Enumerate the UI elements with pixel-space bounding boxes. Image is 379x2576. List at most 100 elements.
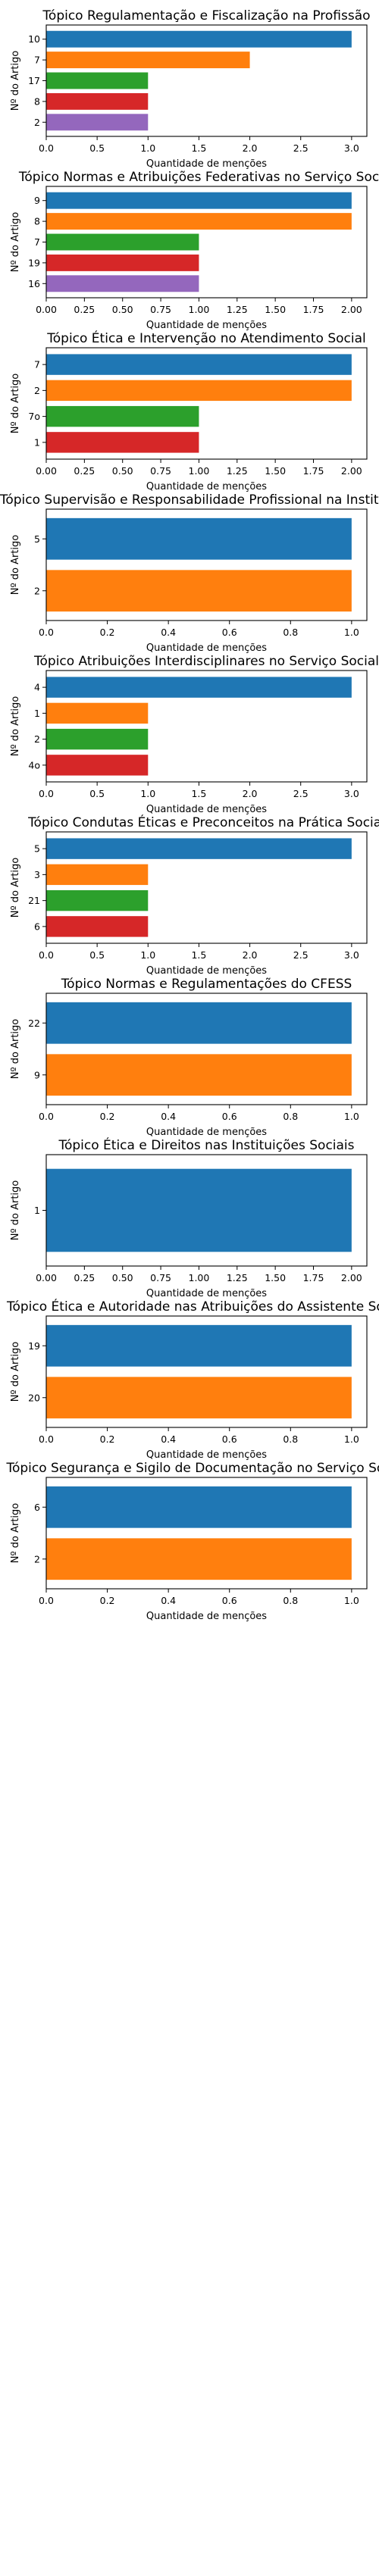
chart-panel: Tópico Ética e Autoridade nas Atribuiçõe…	[6, 1298, 379, 1461]
chart-title: Tópico Condutas Éticas e Preconceitos na…	[27, 814, 379, 830]
y-axis-label: Nº do Artigo	[10, 1503, 21, 1564]
x-tick-label: 2.5	[293, 949, 309, 961]
y-tick-label: 7	[34, 236, 40, 248]
x-axis-label: Quantidade de menções	[146, 804, 267, 815]
axes-frame	[45, 508, 368, 621]
x-tick-label: 0.6	[222, 627, 237, 638]
y-axis-label: Nº do Artigo	[10, 858, 21, 918]
x-tick-label: 1.75	[303, 304, 324, 315]
bar	[46, 114, 149, 131]
bar	[46, 517, 352, 560]
y-tick-label: 20	[28, 1392, 40, 1403]
x-tick-label: 0.00	[36, 465, 57, 477]
y-tick-label: 1	[34, 708, 40, 719]
y-tick-label: 22	[28, 1018, 40, 1029]
x-tick-label: 1.25	[227, 465, 248, 477]
bar	[46, 1054, 352, 1096]
bar	[46, 1002, 352, 1044]
x-tick-label: 2.00	[341, 465, 362, 477]
chart-title: Tópico Regulamentação e Fiscalização na …	[42, 8, 370, 23]
x-tick-label: 0.25	[74, 1272, 95, 1283]
bar	[46, 728, 149, 750]
bar	[46, 864, 149, 886]
x-tick-label: 3.0	[344, 788, 359, 799]
x-tick-label: 0.50	[112, 304, 133, 315]
bar	[46, 702, 149, 724]
x-tick-label: 0.0	[39, 1111, 54, 1122]
x-axis-label: Quantidade de menções	[146, 320, 267, 331]
bar	[46, 72, 149, 89]
x-axis-label: Quantidade de menções	[146, 481, 267, 492]
chart-title: Tópico Normas e Regulamentações do CFESS	[61, 977, 352, 992]
y-tick-label: 5	[34, 843, 40, 855]
chart-panel: Tópico Regulamentação e Fiscalização na …	[10, 8, 371, 170]
axes-frame	[45, 831, 368, 944]
y-tick-label: 7	[34, 359, 40, 370]
chart-title: Tópico Ética e Autoridade nas Atribuiçõe…	[6, 1298, 379, 1315]
y-tick-label: 6	[34, 1502, 40, 1513]
y-tick-label: 2	[34, 585, 40, 596]
bar	[46, 570, 352, 612]
axes-frame	[45, 186, 368, 299]
bar	[46, 405, 199, 427]
chart-panel: Tópico Condutas Éticas e Preconceitos na…	[10, 814, 379, 977]
x-tick-label: 1.5	[191, 788, 206, 799]
x-tick-label: 1.75	[303, 1272, 324, 1283]
x-tick-label: 0.75	[150, 304, 171, 315]
x-tick-label: 0.8	[283, 1595, 298, 1606]
bar	[46, 1538, 352, 1580]
chart-title: Tópico Supervisão e Responsabilidade Pro…	[0, 492, 379, 508]
bar	[46, 1324, 352, 1367]
x-tick-label: 1.0	[140, 788, 155, 799]
chart-title: Tópico Ética e Direitos nas Instituições…	[58, 1136, 354, 1153]
y-tick-label: 2	[34, 117, 40, 128]
axes-frame	[45, 1477, 368, 1590]
y-tick-label: 21	[28, 895, 40, 906]
x-tick-label: 2.00	[341, 1272, 362, 1283]
bar	[46, 432, 199, 453]
y-tick-label: 19	[28, 1340, 40, 1352]
chart-panel: Tópico Supervisão e Responsabilidade Pro…	[0, 492, 379, 654]
chart-panel: Tópico Ética e Direitos nas Instituições…	[10, 1136, 368, 1299]
chart-title: Tópico Segurança e Sigilo de Documentaçã…	[5, 1461, 379, 1476]
axes-frame	[45, 670, 368, 783]
x-tick-label: 0.4	[161, 1433, 176, 1445]
x-tick-label: 0.8	[283, 627, 298, 638]
x-tick-label: 1.00	[189, 465, 210, 477]
x-tick-label: 1.75	[303, 465, 324, 477]
x-tick-label: 0.75	[150, 1272, 171, 1283]
x-tick-label: 1.50	[265, 1272, 286, 1283]
x-tick-label: 1.0	[140, 949, 155, 961]
bar	[46, 838, 352, 859]
x-tick-label: 1.0	[344, 1111, 359, 1122]
y-tick-label: 16	[28, 278, 40, 289]
chart-title: Tópico Normas e Atribuições Federativas …	[18, 170, 379, 185]
x-tick-label: 0.5	[89, 142, 105, 154]
bar	[46, 755, 149, 776]
x-tick-label: 0.25	[74, 304, 95, 315]
x-tick-label: 2.00	[341, 304, 362, 315]
x-tick-label: 1.0	[140, 142, 155, 154]
y-tick-label: 3	[34, 869, 40, 880]
x-tick-label: 2.5	[293, 788, 309, 799]
x-tick-label: 0.5	[89, 949, 105, 961]
x-tick-label: 0.6	[222, 1595, 237, 1606]
x-tick-label: 0.5	[89, 788, 105, 799]
x-tick-label: 0.8	[283, 1111, 298, 1122]
x-tick-label: 1.5	[191, 949, 206, 961]
x-tick-label: 2.0	[243, 788, 258, 799]
y-tick-label: 8	[34, 95, 40, 107]
bar	[46, 275, 199, 292]
y-tick-label: 9	[34, 1069, 40, 1080]
x-tick-label: 0.0	[39, 627, 54, 638]
y-axis-label: Nº do Artigo	[10, 1019, 21, 1080]
x-axis-label: Quantidade de menções	[146, 158, 267, 170]
x-axis-label: Quantidade de menções	[146, 642, 267, 654]
x-tick-label: 0.00	[36, 304, 57, 315]
x-tick-label: 0.50	[112, 1272, 133, 1283]
y-axis-label: Nº do Artigo	[10, 212, 21, 273]
bar	[46, 192, 352, 209]
bar	[46, 30, 352, 48]
chart-panel: Tópico Segurança e Sigilo de Documentaçã…	[5, 1461, 379, 1622]
